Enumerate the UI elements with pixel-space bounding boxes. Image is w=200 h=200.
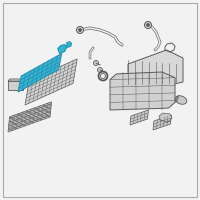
Polygon shape [8, 79, 25, 81]
Ellipse shape [175, 96, 187, 104]
Circle shape [146, 23, 150, 26]
Polygon shape [18, 53, 62, 92]
Polygon shape [58, 45, 67, 53]
Polygon shape [25, 59, 77, 105]
Circle shape [98, 68, 102, 72]
Circle shape [78, 28, 82, 31]
Circle shape [76, 26, 84, 33]
Circle shape [144, 21, 152, 28]
Polygon shape [110, 72, 175, 110]
Polygon shape [128, 50, 183, 90]
Polygon shape [67, 42, 72, 47]
Polygon shape [8, 102, 52, 132]
Polygon shape [130, 110, 148, 125]
Polygon shape [153, 115, 171, 130]
Polygon shape [159, 113, 172, 122]
Circle shape [94, 60, 98, 66]
Polygon shape [8, 81, 23, 90]
Polygon shape [23, 79, 25, 90]
